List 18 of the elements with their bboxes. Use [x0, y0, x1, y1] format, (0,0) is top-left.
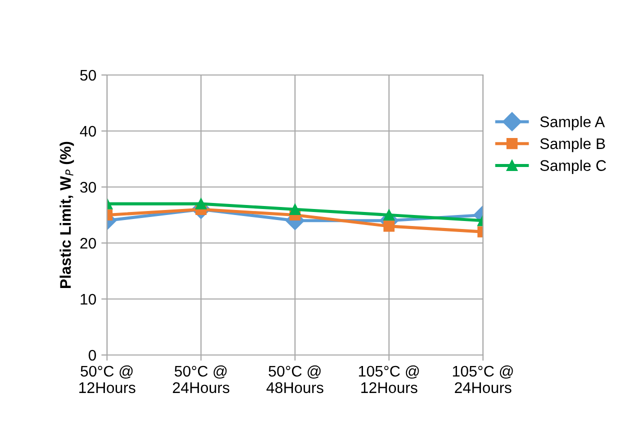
x-tick-label: 50°C @ 24Hours [172, 365, 230, 394]
y-tick-label: 30 [80, 182, 96, 193]
x-tick-label: 105°C @ 24Hours [452, 365, 513, 394]
point [383, 220, 395, 232]
legend-label: Sample C [540, 160, 606, 174]
y-tick-label: 20 [80, 238, 96, 249]
point [195, 198, 207, 210]
y-tick-label: 10 [80, 294, 96, 305]
x-tick-label: 50°C @ 48Hours [266, 365, 324, 394]
y-tick-label: 50 [80, 70, 96, 81]
y-axis-title: Plastic Limit, W$_{P}$ (%) [60, 142, 74, 288]
legend-label: Sample A [540, 116, 605, 130]
y-tick-label: 40 [80, 126, 96, 137]
x-tick-label: 105°C @ 12Hours [358, 365, 419, 394]
point [289, 204, 301, 215]
y-tick-label: 0 [88, 350, 96, 361]
x-tick-label: 50°C @ 12Hours [79, 365, 136, 394]
legend-label: Sample B [540, 138, 605, 152]
